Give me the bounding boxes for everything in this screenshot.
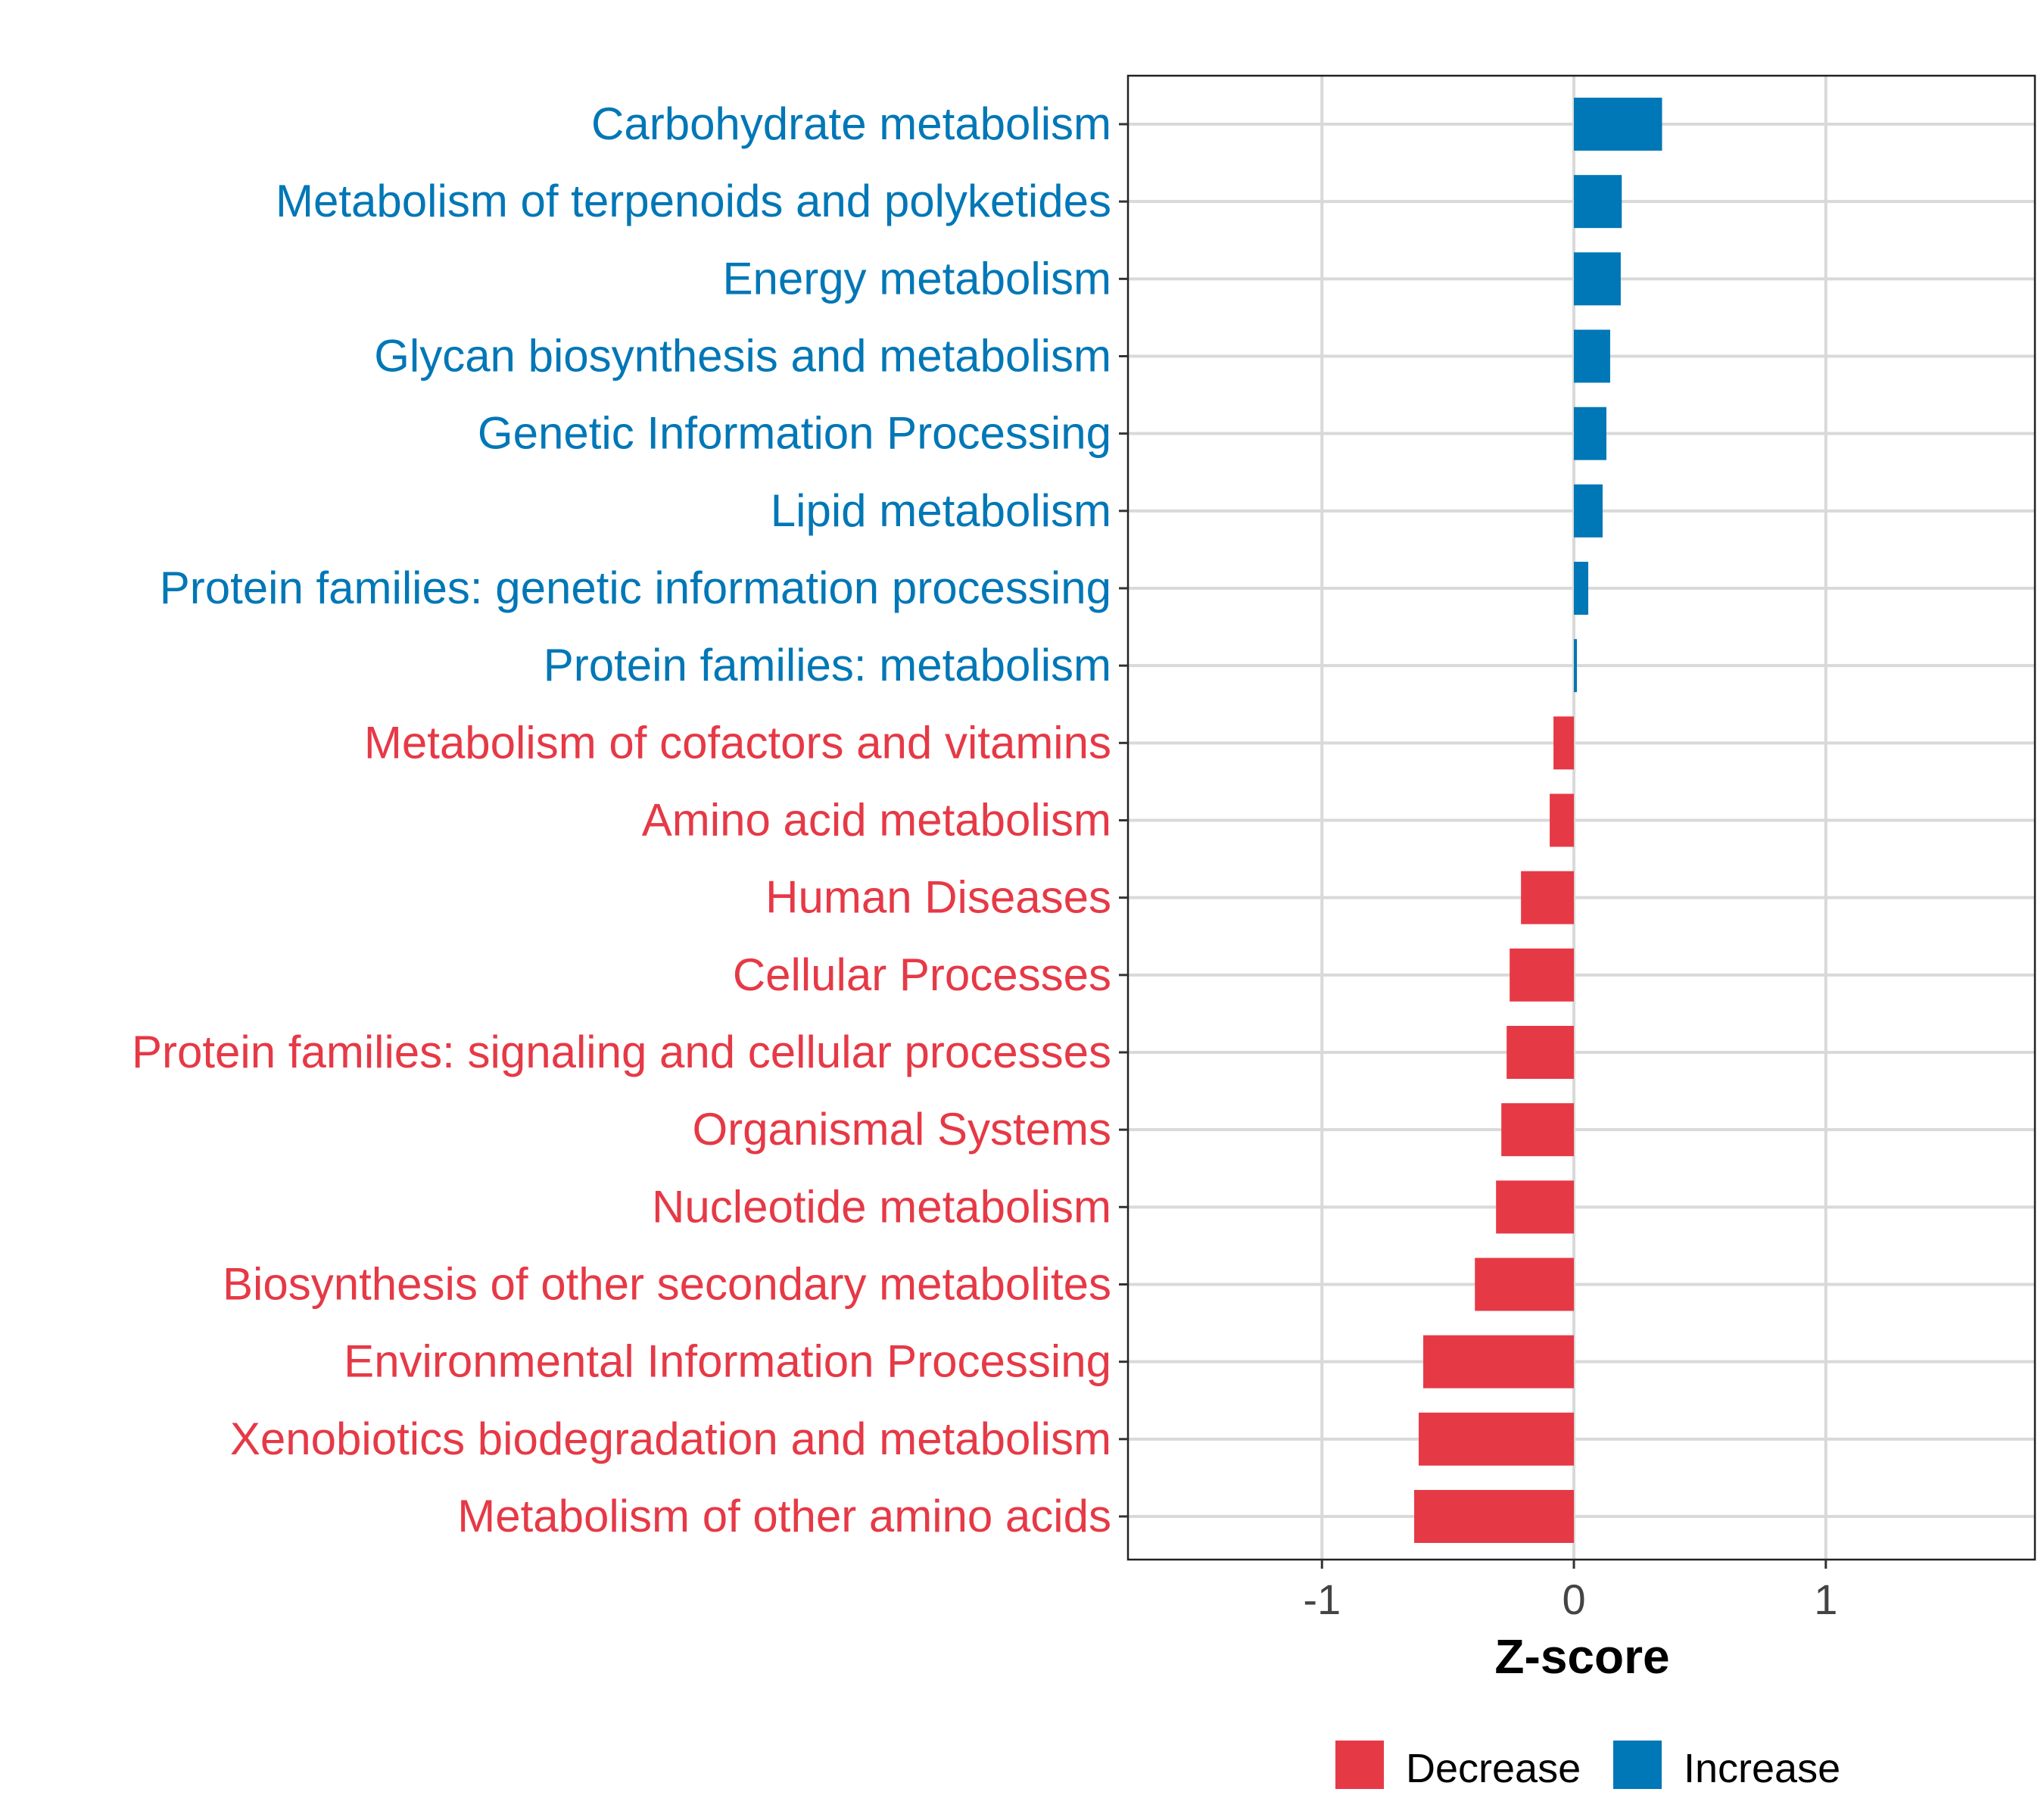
bar bbox=[1510, 948, 1575, 1002]
x-tick-label: -1 bbox=[1303, 1575, 1341, 1623]
bar bbox=[1521, 871, 1575, 924]
y-tick-label: Metabolism of terpenoids and polyketides bbox=[276, 176, 1111, 226]
bar bbox=[1574, 639, 1578, 693]
y-tick-label: Xenobiotics biodegradation and metabolis… bbox=[230, 1413, 1111, 1464]
y-tick-label: Genetic Information Processing bbox=[478, 408, 1111, 459]
bar bbox=[1475, 1258, 1575, 1311]
y-tick-label: Protein families: genetic information pr… bbox=[160, 563, 1111, 613]
bar bbox=[1414, 1490, 1575, 1543]
bar bbox=[1501, 1103, 1575, 1157]
bar bbox=[1574, 252, 1621, 306]
y-axis-labels: Carbohydrate metabolism Metabolism of ter… bbox=[132, 98, 1128, 1541]
y-tick-label: Amino acid metabolism bbox=[642, 795, 1111, 846]
x-axis-ticks: -1 0 1 bbox=[1303, 1560, 1837, 1623]
legend-key-increase bbox=[1613, 1741, 1662, 1789]
bar bbox=[1496, 1180, 1575, 1234]
y-tick-label: Environmental Information Processing bbox=[344, 1336, 1111, 1387]
bars bbox=[1414, 98, 1662, 1543]
bar bbox=[1550, 793, 1575, 847]
x-tick-label: 1 bbox=[1814, 1575, 1837, 1623]
bar bbox=[1574, 98, 1662, 151]
bar bbox=[1574, 175, 1622, 229]
y-tick-label: Energy metabolism bbox=[722, 253, 1111, 304]
bar bbox=[1507, 1026, 1575, 1079]
y-tick-label: Cellular Processes bbox=[733, 949, 1111, 1000]
y-tick-label: Protein families: metabolism bbox=[544, 640, 1111, 690]
legend-key-decrease bbox=[1335, 1741, 1384, 1789]
y-tick-label: Metabolism of other amino acids bbox=[457, 1491, 1111, 1541]
legend-label-increase: Increase bbox=[1684, 1746, 1840, 1791]
bar bbox=[1574, 407, 1606, 460]
legend-label-decrease: Decrease bbox=[1406, 1746, 1581, 1791]
y-tick-label: Glycan biosynthesis and metabolism bbox=[374, 331, 1111, 382]
y-tick-label: Protein families: signaling and cellular… bbox=[132, 1027, 1111, 1077]
bar bbox=[1574, 329, 1610, 383]
y-tick-label: Lipid metabolism bbox=[771, 485, 1111, 536]
y-tick-label: Nucleotide metabolism bbox=[652, 1181, 1111, 1232]
bar bbox=[1553, 716, 1575, 770]
x-tick-label: 0 bbox=[1562, 1575, 1585, 1623]
y-tick-label: Organismal Systems bbox=[693, 1104, 1111, 1155]
x-axis-title: Z-score bbox=[1494, 1629, 1669, 1684]
y-tick-label: Biosynthesis of other secondary metaboli… bbox=[223, 1259, 1111, 1310]
y-tick-label: Carbohydrate metabolism bbox=[591, 98, 1111, 149]
y-tick-label: Human Diseases bbox=[765, 872, 1111, 923]
legend: Decrease Increase bbox=[1335, 1741, 1840, 1791]
bar bbox=[1574, 562, 1588, 615]
plot-border bbox=[1126, 74, 2036, 1561]
bar bbox=[1419, 1412, 1575, 1466]
y-tick-label: Metabolism of cofactors and vitamins bbox=[364, 717, 1111, 768]
bar bbox=[1574, 484, 1603, 538]
bar bbox=[1423, 1335, 1575, 1388]
